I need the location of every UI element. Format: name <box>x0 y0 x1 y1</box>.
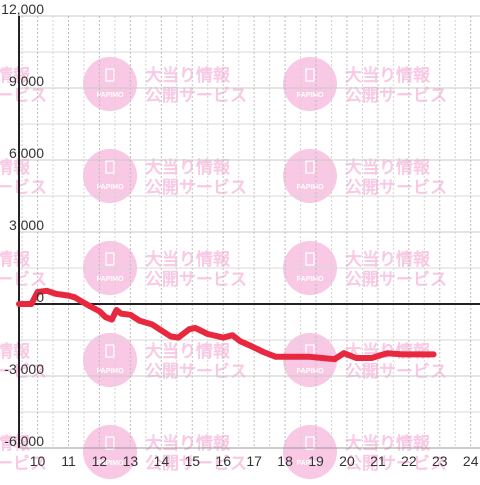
watermark-line1: 大当り情報 <box>345 433 431 454</box>
watermark-line1: 大当り情報 <box>145 249 231 270</box>
x-tick-label: 21 <box>370 453 386 469</box>
watermark-line1: 大当り情報 <box>345 249 431 270</box>
watermark-line2: 公開サービス <box>0 362 47 382</box>
series-layer <box>16 287 437 363</box>
phone-icon <box>105 436 115 450</box>
watermark-line2: 公開サービス <box>145 86 247 106</box>
watermark-line2: 公開サービス <box>145 270 247 290</box>
watermark-line2: 公開サービス <box>345 454 447 474</box>
phone-icon <box>305 252 315 266</box>
watermark-line2: 公開サービス <box>345 178 447 198</box>
phone-icon <box>105 68 115 82</box>
series-line <box>16 287 437 363</box>
watermark-logo-text: PAPIMO <box>96 276 124 283</box>
watermark-line2: 公開サービス <box>0 178 47 198</box>
watermark-logo-circle <box>283 425 337 479</box>
watermark-logo-circle <box>283 333 337 387</box>
watermark-line1: 大当り情報 <box>0 65 31 86</box>
phone-icon <box>105 344 115 358</box>
watermark-logo-circle <box>283 57 337 111</box>
x-tick-label: 13 <box>123 453 139 469</box>
watermark-line1: 大当り情報 <box>345 65 431 86</box>
watermark-line2: 公開サービス <box>145 362 247 382</box>
watermark-line1: 大当り情報 <box>0 433 31 454</box>
y-tick-label: 12,000 <box>1 1 44 17</box>
y-tick-label: 9,000 <box>9 73 44 89</box>
x-tick-label: 14 <box>154 453 170 469</box>
watermark-line1: 大当り情報 <box>145 157 231 178</box>
x-tick-label: 11 <box>61 453 76 469</box>
y-tick-label: -6,000 <box>4 433 44 449</box>
y-tick-label: 6,000 <box>9 145 44 161</box>
watermark-line2: 公開サービス <box>345 86 447 106</box>
x-tick-label: 16 <box>215 453 231 469</box>
watermark-line2: 公開サービス <box>145 178 247 198</box>
watermark-logo-text: PAPIMO <box>296 276 324 283</box>
phone-icon <box>305 436 315 450</box>
watermark-logo-text: PAPIMO <box>296 184 324 191</box>
x-tick-label: 15 <box>184 453 200 469</box>
watermark-line1: 大当り情報 <box>145 65 231 86</box>
watermark-logo-text: PAPIMO <box>296 460 324 467</box>
x-tick-label: 17 <box>246 453 262 469</box>
watermark-logo-circle <box>83 333 137 387</box>
x-tick-label: 18 <box>277 453 293 469</box>
x-tick-label: 12 <box>92 453 108 469</box>
tick-labels: 12,000 9,000 6,000 3,000 0 -3,000 -6,000 10 11 12… <box>1 1 479 469</box>
phone-icon <box>305 68 315 82</box>
watermark-logo-text: PAPIMO <box>96 368 124 375</box>
watermark-logo-text: PAPIMO <box>96 184 124 191</box>
watermark-line1: 大当り情報 <box>345 157 431 178</box>
watermark-logo-circle <box>283 149 337 203</box>
watermark-line2: 公開サービス <box>345 362 447 382</box>
watermark-line1: 大当り情報 <box>145 341 231 362</box>
watermark-logo-text: PAPIMO <box>296 92 324 99</box>
x-tick-label: 24 <box>463 453 479 469</box>
watermark-layer: PAPIMO大当り情報公開サービスPAPIMO大当り情報公開サービスPAPIMO… <box>0 57 447 479</box>
watermark-line1: 大当り情報 <box>0 157 31 178</box>
x-tick-label: 22 <box>401 453 417 469</box>
y-tick-label: 0 <box>36 289 44 305</box>
phone-icon <box>105 160 115 174</box>
watermark-logo-circle <box>83 425 137 479</box>
watermark-logo-text: PAPIMO <box>296 368 324 375</box>
watermark-logo-text: PAPIMO <box>96 460 124 467</box>
y-tick-label: 3,000 <box>9 217 44 233</box>
watermark-line2: 公開サービス <box>345 270 447 290</box>
axes <box>18 16 480 449</box>
watermark-line1: 大当り情報 <box>0 341 31 362</box>
phone-icon <box>105 252 115 266</box>
watermark-line1: 大当り情報 <box>0 249 31 270</box>
watermark-line2: 公開サービス <box>0 86 47 106</box>
x-tick-label: 10 <box>30 453 46 469</box>
y-tick-label: -3,000 <box>4 361 44 377</box>
watermark-logo-circle <box>83 57 137 111</box>
x-tick-label: 19 <box>308 453 324 469</box>
watermark-logo-text: PAPIMO <box>96 92 124 99</box>
watermark-line1: 大当り情報 <box>145 433 231 454</box>
phone-icon <box>305 160 315 174</box>
x-tick-label: 23 <box>432 453 448 469</box>
watermark-line2: 公開サービス <box>0 454 47 474</box>
watermark-line2: 公開サービス <box>145 454 247 474</box>
watermark-line2: 公開サービス <box>0 270 47 290</box>
watermark-logo-circle <box>83 149 137 203</box>
x-tick-label: 20 <box>339 453 355 469</box>
